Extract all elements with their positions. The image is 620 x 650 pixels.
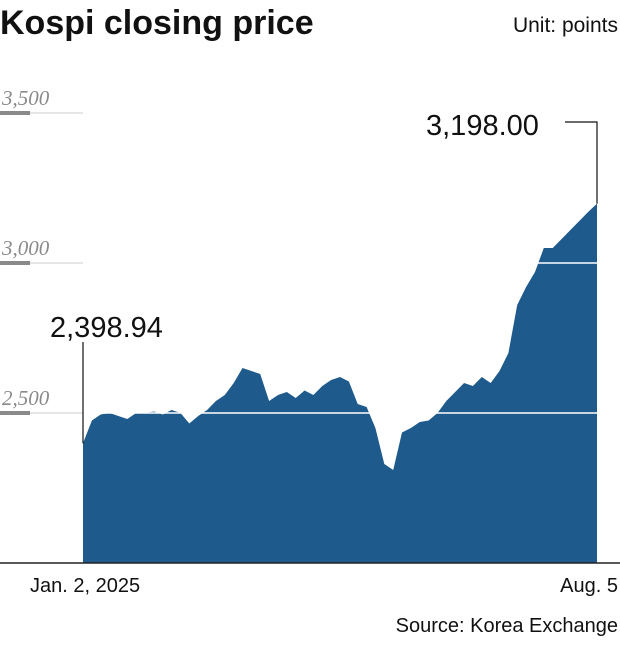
area-layer: [83, 203, 597, 563]
kospi-area-series: [83, 203, 597, 563]
callout-label-end: 3,198.00: [426, 110, 539, 142]
x-tick-label-end: Aug. 5: [560, 575, 618, 597]
y-axis-ticks: 3,500 3,000 2,500: [0, 86, 50, 415]
chart-title: Kospi closing price: [0, 4, 314, 42]
source-label: Source: Korea Exchange: [396, 615, 618, 637]
callouts: 2,398.94 3,198.00: [50, 110, 598, 444]
callout-line-end: [565, 121, 598, 204]
y-tick-mark: [0, 261, 30, 265]
y-tick-label: 3,000: [1, 236, 50, 260]
y-tick-label: 2,500: [2, 386, 50, 410]
callout-label-start: 2,398.94: [50, 312, 163, 344]
y-tick-mark: [0, 411, 30, 415]
gridlines-over-area: [83, 112, 597, 414]
y-tick-mark: [0, 111, 30, 115]
y-tick-label: 3,500: [1, 86, 50, 110]
x-tick-label-start: Jan. 2, 2025: [30, 575, 140, 597]
unit-label: Unit: points: [513, 14, 618, 37]
